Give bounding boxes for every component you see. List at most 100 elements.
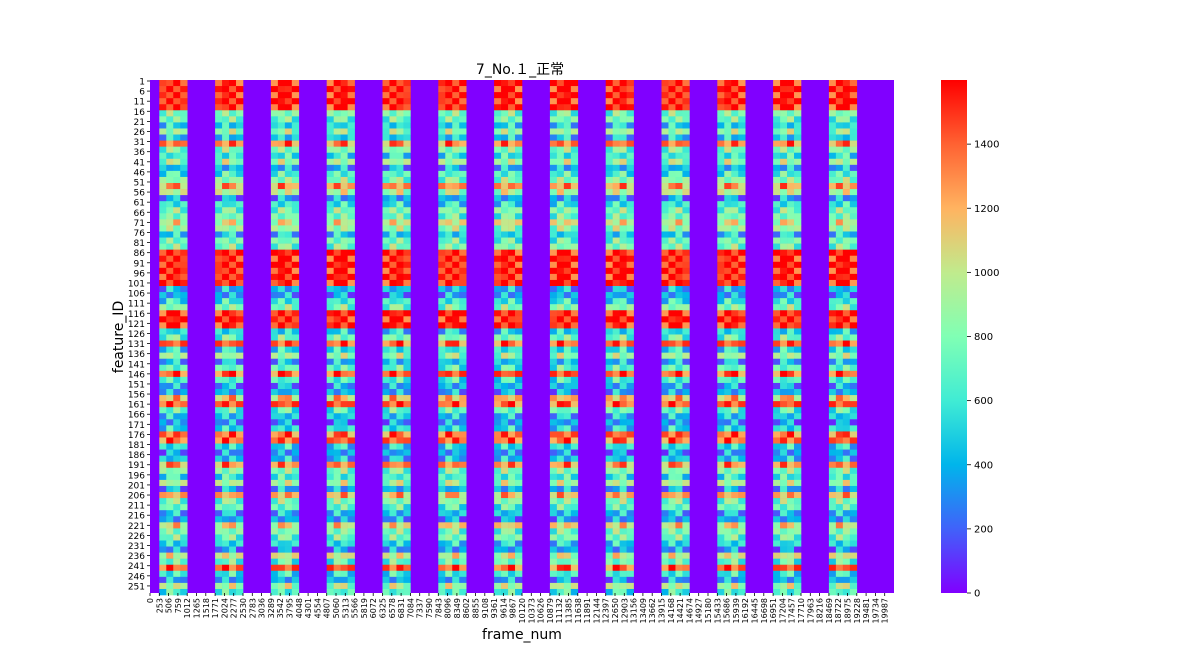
heatmap-cell xyxy=(389,116,397,123)
heatmap-cell xyxy=(270,328,279,335)
heatmap-cell xyxy=(173,437,181,444)
heatmap-cell xyxy=(333,213,341,220)
heatmap-cell xyxy=(738,195,746,202)
heatmap-cell xyxy=(661,334,669,341)
heatmap-cell xyxy=(626,522,634,529)
heatmap-cell xyxy=(717,437,725,444)
heatmap-cell xyxy=(270,419,279,426)
heatmap-cell xyxy=(619,261,627,269)
heatmap-cell xyxy=(340,243,348,250)
heatmap-cell xyxy=(724,413,732,420)
heatmap-cell xyxy=(180,461,188,469)
heatmap-cell xyxy=(738,346,746,353)
heatmap-cell xyxy=(382,176,390,184)
heatmap-cell xyxy=(333,231,341,238)
heatmap-cell xyxy=(773,170,781,178)
heatmap-cell xyxy=(494,376,502,384)
heatmap-cell xyxy=(661,249,669,257)
heatmap-cell xyxy=(724,346,732,353)
heatmap-cell xyxy=(508,231,516,238)
heatmap-cell xyxy=(277,370,286,378)
heatmap-cell xyxy=(787,201,795,208)
heatmap-cell xyxy=(794,540,802,547)
heatmap-cell xyxy=(570,292,579,299)
heatmap-cell xyxy=(563,467,572,475)
heatmap-cell xyxy=(668,164,676,172)
heatmap-cell xyxy=(159,164,167,172)
heatmap-cell xyxy=(780,510,788,517)
heatmap-cell xyxy=(773,273,781,281)
heatmap-cell xyxy=(549,461,558,469)
heatmap-cell xyxy=(222,322,230,329)
heatmap-cell xyxy=(738,382,746,390)
heatmap-cell xyxy=(389,207,397,214)
heatmap-cell xyxy=(731,437,739,444)
heatmap-cell xyxy=(445,243,453,250)
heatmap-cell xyxy=(452,243,460,250)
heatmap-cell xyxy=(459,98,467,105)
heatmap-cell xyxy=(835,419,844,426)
heatmap-cell xyxy=(717,479,725,487)
heatmap-cell xyxy=(389,534,397,541)
colorbar-tick-label: 1200 xyxy=(974,204,999,215)
heatmap-cell xyxy=(849,140,858,147)
heatmap-cell xyxy=(668,201,676,208)
y-tick-label: 121 xyxy=(128,320,145,330)
heatmap-cell xyxy=(835,340,844,347)
heatmap-cell xyxy=(291,128,300,135)
heatmap-cell xyxy=(675,310,683,317)
heatmap-cell xyxy=(166,279,174,287)
heatmap-cell xyxy=(724,213,732,220)
heatmap-cell xyxy=(291,510,300,517)
heatmap-cell xyxy=(717,455,725,463)
heatmap-cell xyxy=(438,267,446,275)
heatmap-cell xyxy=(773,122,781,129)
heatmap-cell xyxy=(515,183,523,190)
heatmap-cell xyxy=(284,564,293,572)
heatmap-cell xyxy=(173,310,181,317)
heatmap-cell xyxy=(605,267,613,275)
heatmap-cell xyxy=(284,522,293,529)
heatmap-cell xyxy=(403,370,411,378)
heatmap-cell xyxy=(619,504,627,511)
heatmap-cell xyxy=(396,516,404,523)
heatmap-cell xyxy=(605,540,613,547)
heatmap-cell xyxy=(563,437,572,444)
heatmap-cell xyxy=(724,485,732,493)
heatmap-cell xyxy=(731,134,739,141)
heatmap-cell xyxy=(563,140,572,147)
heatmap-cell xyxy=(675,534,683,541)
heatmap-cell xyxy=(236,334,244,341)
heatmap-cell xyxy=(277,316,286,323)
heatmap-cell xyxy=(445,316,453,323)
x-tick-label: 17204 xyxy=(778,598,787,623)
heatmap-cell xyxy=(403,98,411,105)
heatmap-cell xyxy=(549,189,558,196)
heatmap-cell xyxy=(668,558,676,566)
heatmap-cell xyxy=(215,279,223,287)
heatmap-cell xyxy=(717,401,725,408)
heatmap-cell xyxy=(438,528,446,535)
heatmap-cell xyxy=(159,128,167,135)
heatmap-cell xyxy=(347,195,355,202)
heatmap-cell xyxy=(452,395,460,402)
heatmap-cell xyxy=(626,134,634,141)
heatmap-cell xyxy=(780,455,788,463)
heatmap-cell xyxy=(501,570,509,578)
heatmap-cell xyxy=(236,98,244,105)
heatmap-cell xyxy=(459,552,467,559)
heatmap-cell xyxy=(340,104,348,111)
heatmap-cell xyxy=(626,207,634,214)
heatmap-cell xyxy=(340,467,348,475)
heatmap-cell xyxy=(284,128,293,135)
heatmap-cell xyxy=(661,498,669,505)
heatmap-cell xyxy=(438,140,446,147)
heatmap-cell xyxy=(173,201,181,208)
heatmap-cell xyxy=(787,522,795,529)
heatmap-cell xyxy=(717,261,725,269)
heatmap-cell xyxy=(438,370,446,378)
heatmap-cell xyxy=(501,310,509,317)
heatmap-cell xyxy=(780,116,788,123)
heatmap-cell xyxy=(549,346,558,353)
heatmap-cell xyxy=(842,431,851,438)
